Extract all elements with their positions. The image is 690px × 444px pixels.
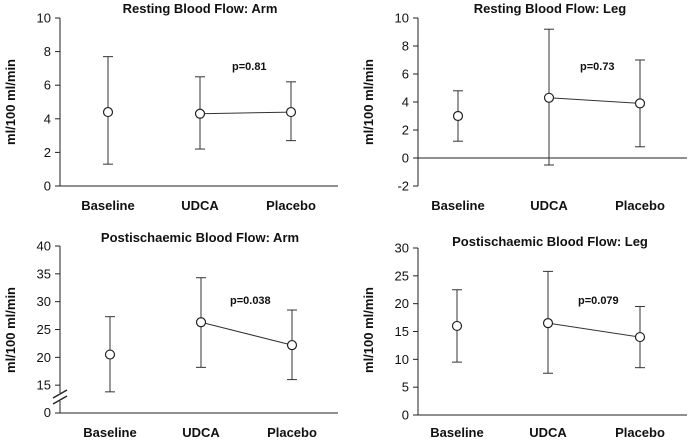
chart-title: Resting Blood Flow: Leg (474, 1, 626, 16)
y-tick-label: 40 (37, 239, 51, 254)
x-category-label: Baseline (431, 198, 484, 213)
y-axis-label: ml/100 ml/min (361, 287, 376, 373)
data-point (634, 98, 646, 109)
chart-title: Resting Blood Flow: Arm (123, 1, 278, 16)
p-value-annotation: p=0.73 (580, 61, 615, 73)
x-category-label: UDCA (530, 198, 568, 213)
data-point (194, 108, 206, 119)
y-tick-label: 6 (402, 67, 409, 82)
x-category-label: Baseline (81, 198, 134, 213)
y-tick-label: 8 (402, 39, 409, 54)
connecting-line (547, 322, 641, 338)
y-tick-label: 20 (395, 296, 409, 311)
axis-break-mark (52, 389, 68, 399)
chart-panel-3: Postischaemic Blood Flow: Arm ml/100 ml/m… (3, 230, 338, 440)
data-point (195, 317, 207, 328)
chart-panel-1: Resting Blood Flow: Arm ml/100 ml/min 0 2 4 6… (3, 1, 338, 213)
data-point (543, 92, 555, 103)
y-tick-label: 25 (395, 268, 409, 283)
y-tick-label: 10 (395, 11, 409, 26)
connecting-line (200, 321, 293, 346)
y-tick-label: 6 (44, 78, 51, 93)
chart-title: Postischaemic Blood Flow: Arm (101, 230, 299, 245)
data-point (285, 106, 297, 118)
y-tick-label: 10 (395, 352, 409, 367)
x-category-label: UDCA (181, 198, 219, 213)
chart-panel-4: Postischaemic Blood Flow: Leg ml/100 ml/m… (361, 234, 687, 440)
data-point (452, 110, 464, 122)
y-tick-label: 0 (402, 408, 409, 423)
p-value-annotation: p=0.038 (230, 295, 271, 307)
data-point (542, 318, 554, 329)
y-tick-label: 0 (44, 179, 51, 194)
data-point (286, 339, 298, 351)
y-tick-label: 0 (44, 405, 51, 420)
y-tick-label: 30 (37, 294, 51, 309)
y-tick-label: 30 (395, 241, 409, 256)
data-point (451, 320, 463, 332)
x-category-label: UDCA (182, 425, 220, 439)
y-tick-label: 10 (37, 11, 51, 26)
connecting-line (199, 111, 292, 115)
y-tick-label: 2 (44, 145, 51, 160)
y-tick-label: 8 (44, 44, 51, 59)
axis-break-mark (52, 395, 68, 405)
y-axis-label: ml/100 ml/min (361, 59, 376, 145)
x-category-label: Placebo (615, 198, 665, 213)
x-category-label: Placebo (266, 198, 316, 213)
y-tick-label: 15 (37, 378, 51, 393)
data-point (634, 331, 646, 343)
y-tick-label: 20 (37, 350, 51, 365)
connecting-line (548, 97, 641, 104)
y-tick-label: 4 (402, 95, 409, 110)
y-tick-label: 25 (37, 322, 51, 337)
data-point (104, 349, 116, 360)
y-axis-label: ml/100 ml/min (3, 59, 18, 145)
data-point (102, 106, 114, 118)
y-tick-label: 5 (402, 380, 409, 395)
x-category-label: Placebo (615, 425, 665, 439)
chart-title: Postischaemic Blood Flow: Leg (452, 234, 648, 249)
chart-panel-2: Resting Blood Flow: Leg ml/100 ml/min -2 0 2… (361, 1, 687, 213)
x-category-label: Baseline (83, 425, 136, 439)
y-tick-label: 2 (402, 123, 409, 138)
y-tick-label: 4 (44, 111, 51, 126)
x-category-label: Placebo (267, 425, 317, 439)
x-category-label: UDCA (529, 425, 567, 439)
y-axis-label: ml/100 ml/min (3, 287, 18, 373)
y-tick-label: 35 (37, 266, 51, 281)
p-value-annotation: p=0.079 (578, 295, 619, 307)
x-category-label: Baseline (430, 425, 483, 439)
y-tick-label: 0 (402, 151, 409, 166)
y-tick-label: -2 (397, 179, 409, 194)
p-value-annotation: p=0.81 (232, 61, 267, 73)
y-tick-label: 15 (395, 324, 409, 339)
